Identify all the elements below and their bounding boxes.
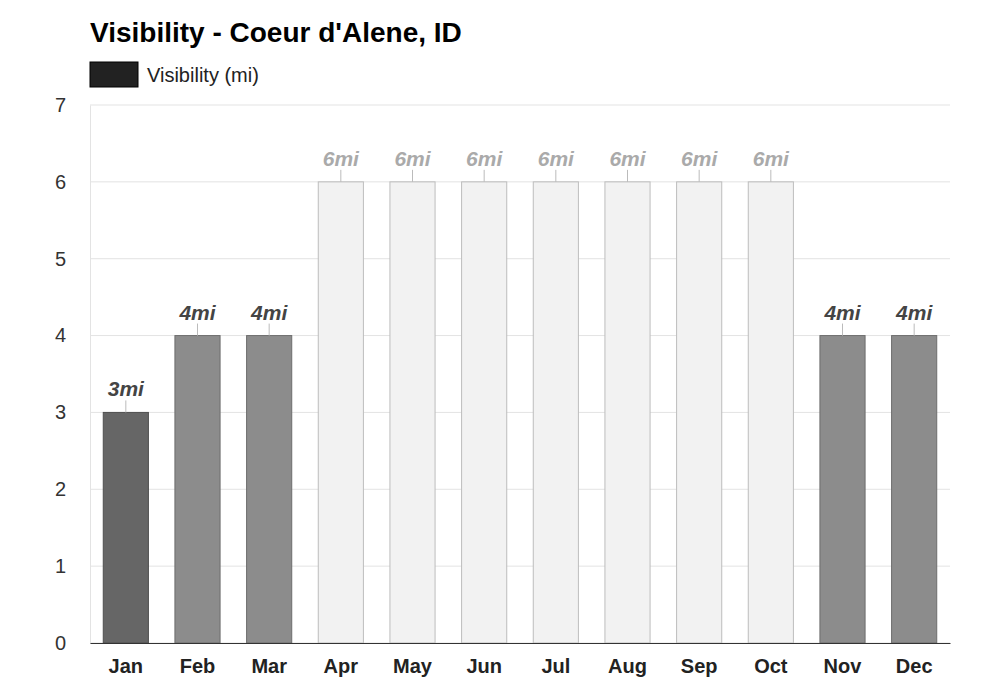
label-connector <box>412 170 413 182</box>
y-tick-label: 0 <box>55 632 66 654</box>
x-axis: Jan Feb Mar Apr May Jun Jul Aug Sep Oct Nov Dec <box>91 644 951 678</box>
y-tick-label: 7 <box>55 94 66 116</box>
bar <box>462 182 507 643</box>
label-connector <box>340 170 341 182</box>
bar <box>175 336 220 643</box>
legend: Visibility (mi) <box>90 62 259 87</box>
x-tick: Jul <box>541 655 570 677</box>
x-tick: Sep <box>681 655 718 677</box>
data-label: 6mi <box>466 147 503 170</box>
x-tick-label: Sep <box>681 655 718 677</box>
bar <box>103 412 148 643</box>
x-tick: Nov <box>824 655 863 677</box>
y-tick: 2 <box>55 478 90 500</box>
x-tick: Aug <box>608 655 647 677</box>
data-label: 6mi <box>394 147 431 170</box>
bar <box>533 182 578 643</box>
data-label: 4mi <box>895 301 933 324</box>
bar <box>748 182 793 643</box>
bar <box>892 336 937 643</box>
bar <box>247 336 292 643</box>
x-tick-label: Jun <box>466 655 502 677</box>
data-label: 4mi <box>178 301 216 324</box>
data-label: 6mi <box>609 147 646 170</box>
x-tick: May <box>393 655 433 677</box>
grid-line <box>90 258 950 259</box>
x-tick: Jun <box>466 655 502 677</box>
x-tick-label: Nov <box>824 655 863 677</box>
data-labels: 3mi 4mi 4mi 6mi 6mi 6mi 6mi 6mi 6mi 6mi 4mi 4mi <box>108 147 934 413</box>
data-label: 3mi <box>108 377 145 400</box>
bar <box>677 182 722 643</box>
grid-line <box>90 105 950 106</box>
data-label: 6mi <box>538 147 575 170</box>
x-tick: Apr <box>324 655 359 677</box>
x-tick-label: Apr <box>324 655 359 677</box>
x-tick-label: Oct <box>754 655 788 677</box>
bar <box>318 182 363 643</box>
y-tick-label: 4 <box>55 324 66 346</box>
y-tick: 3 <box>55 401 90 423</box>
y-tick-label: 6 <box>55 171 66 193</box>
x-tick: Feb <box>180 655 216 677</box>
label-connector <box>699 170 700 182</box>
data-label: 6mi <box>753 147 790 170</box>
x-tick: Mar <box>251 655 287 677</box>
x-axis-line <box>91 643 951 644</box>
y-tick: 6 <box>55 171 90 193</box>
y-tick-label: 2 <box>55 478 66 500</box>
label-connector <box>770 170 771 182</box>
legend-swatch <box>90 62 138 87</box>
y-tick: 5 <box>55 248 90 270</box>
bar <box>605 182 650 643</box>
y-axis: 0 1 2 3 4 5 6 7 <box>55 94 91 654</box>
label-connector <box>269 324 270 336</box>
label-connector <box>627 170 628 182</box>
label-connector <box>197 324 198 336</box>
x-tick-label: Dec <box>896 655 933 677</box>
label-connector <box>842 324 843 336</box>
y-tick: 4 <box>55 324 90 346</box>
data-label: 6mi <box>681 147 718 170</box>
x-tick: Dec <box>896 655 933 677</box>
y-tick-label: 5 <box>55 248 66 270</box>
x-tick-label: May <box>393 655 433 677</box>
x-tick-label: Feb <box>180 655 216 677</box>
bar <box>820 336 865 643</box>
grid-line <box>90 181 950 182</box>
label-connector <box>914 324 915 336</box>
label-connector <box>555 170 556 182</box>
y-tick: 0 <box>55 632 90 654</box>
y-tick-label: 3 <box>55 401 66 423</box>
x-tick-label: Jan <box>109 655 143 677</box>
chart: Visibility - Coeur d'Alene, ID 0 1 2 3 4 5 6 7 Ja… <box>0 0 1000 700</box>
x-tick: Jan <box>109 655 143 677</box>
y-tick: 1 <box>55 555 90 577</box>
data-label: 4mi <box>250 301 288 324</box>
title: Visibility - Coeur d'Alene, ID <box>90 17 462 48</box>
label-connector <box>125 400 126 412</box>
y-axis-line <box>90 106 91 644</box>
bars <box>103 182 936 643</box>
legend-label: Visibility (mi) <box>147 64 259 86</box>
data-label: 6mi <box>323 147 360 170</box>
bar <box>390 182 435 643</box>
x-tick: Oct <box>754 655 788 677</box>
data-label: 4mi <box>823 301 861 324</box>
plot: 0 1 2 3 4 5 6 7 Jan Feb Mar Apr May Jun Jul Aug Sep Oct No… <box>55 94 951 677</box>
label-connector <box>484 170 485 182</box>
y-tick-label: 1 <box>55 555 66 577</box>
y-tick: 7 <box>55 94 90 116</box>
x-tick-label: Mar <box>251 655 287 677</box>
x-tick-label: Jul <box>541 655 570 677</box>
grid <box>90 105 950 643</box>
x-tick-label: Aug <box>608 655 647 677</box>
